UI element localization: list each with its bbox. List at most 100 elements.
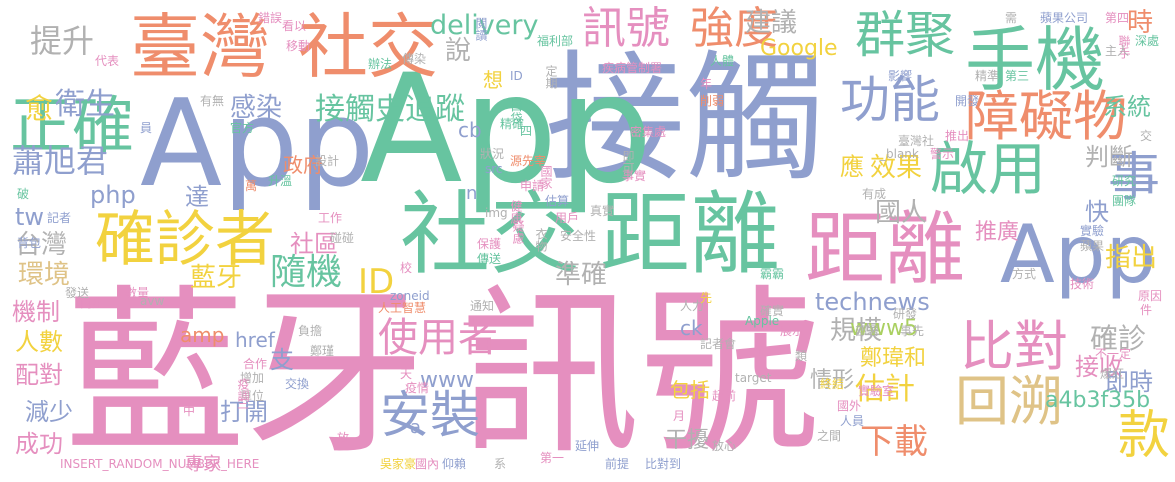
cloud-word: 第一 bbox=[540, 451, 565, 465]
cloud-word: 中 bbox=[183, 404, 196, 418]
cloud-word: 負擔 bbox=[298, 324, 323, 338]
cloud-word: _blank bbox=[880, 147, 919, 161]
cloud-word: Apple bbox=[745, 314, 780, 328]
cloud-word: 確診 bbox=[1090, 322, 1147, 355]
cloud-word: 有無 bbox=[200, 94, 225, 108]
cloud-word: 藍牙 bbox=[65, 270, 426, 479]
cloud-word: avw bbox=[140, 294, 165, 308]
cloud-word: 臺灣 bbox=[130, 6, 270, 88]
cloud-word: Google bbox=[760, 36, 838, 61]
cloud-word: 傳染 bbox=[402, 52, 427, 66]
cloud-word: 感染 bbox=[230, 93, 283, 123]
cloud-word: 看以 bbox=[282, 19, 307, 33]
cloud-word: amp bbox=[180, 323, 225, 347]
cloud-word: 藍牙 bbox=[190, 263, 243, 293]
cloud-word: 手機 bbox=[965, 19, 1105, 101]
cloud-word: 部署 bbox=[855, 324, 880, 338]
cloud-word: 跨 bbox=[758, 344, 771, 358]
cloud-word: 判斷 bbox=[1085, 143, 1133, 171]
cloud-word: 件 bbox=[1140, 303, 1153, 317]
cloud-word: 人工智慧 bbox=[378, 301, 427, 315]
cloud-word: 疾病管制署 bbox=[602, 61, 663, 75]
cloud-word: 福利部 bbox=[537, 34, 574, 48]
cloud-word: 方式 bbox=[1012, 267, 1037, 281]
cloud-word: 規模 bbox=[830, 316, 883, 346]
cloud-word: 主人 bbox=[1105, 44, 1130, 58]
cloud-word: 天 bbox=[400, 367, 413, 381]
cloud-word: 員 bbox=[140, 121, 153, 135]
cloud-word: 吳家豪 bbox=[380, 457, 417, 471]
cloud-word: 距離 bbox=[805, 203, 965, 296]
cloud-word: 延伸 bbox=[575, 439, 600, 453]
cloud-word: 密集處 bbox=[630, 125, 667, 139]
cloud-word: 有成 bbox=[862, 187, 887, 201]
cloud-word: 系統 bbox=[1103, 93, 1151, 121]
cloud-word: 接觸 bbox=[545, 38, 826, 201]
cloud-word: 交換 bbox=[285, 377, 310, 391]
cloud-word: 時 bbox=[1127, 8, 1154, 38]
cloud-word: 蘋果 bbox=[1080, 239, 1105, 253]
cloud-word: 國外 bbox=[837, 399, 862, 413]
cloud-word: 研發 bbox=[893, 307, 918, 321]
cloud-word: 升溫 bbox=[268, 174, 293, 188]
cloud-word: 鄭瑾 bbox=[310, 344, 335, 358]
cloud-word: zoneid bbox=[390, 289, 430, 303]
cloud-word: 類 bbox=[795, 349, 808, 363]
cloud-word: 說 bbox=[445, 36, 472, 66]
cloud-word: technews bbox=[815, 288, 930, 316]
cloud-word: 合作 bbox=[243, 357, 268, 371]
cloud-word: 群聚 bbox=[855, 6, 955, 64]
cloud-word: tw bbox=[15, 203, 45, 231]
cloud-word: 設計 bbox=[315, 154, 340, 168]
cloud-word: ID bbox=[510, 69, 523, 83]
cloud-word: 配對 bbox=[15, 361, 63, 389]
cloud-word: 專家 bbox=[185, 454, 221, 475]
cloud-word: 放 bbox=[337, 431, 350, 445]
cloud-word: php bbox=[90, 181, 136, 209]
cloud-word: 障礙物 bbox=[965, 85, 1127, 148]
cloud-word: 人數 bbox=[15, 328, 63, 356]
cloud-word: 接收 bbox=[1075, 353, 1123, 381]
cloud-word: 月 bbox=[673, 409, 686, 423]
cloud-word: 正確 bbox=[10, 89, 135, 162]
cloud-word: 研究 bbox=[1112, 174, 1137, 188]
cloud-word: 碰碰 bbox=[330, 231, 355, 245]
cloud-word: 官方 bbox=[230, 121, 255, 135]
cloud-word: 需 bbox=[1005, 11, 1018, 25]
cloud-word: 四 bbox=[520, 124, 533, 138]
cloud-word: 霸霸 bbox=[760, 267, 785, 281]
cloud-word: 功能 bbox=[840, 71, 940, 129]
cloud-word: 移動 bbox=[286, 39, 311, 53]
cloud-word: 記者 bbox=[47, 211, 72, 225]
cloud-word: 代表 bbox=[95, 54, 120, 68]
cloud-word: 交 bbox=[1140, 129, 1153, 143]
cloud-word: 台灣 bbox=[15, 230, 68, 260]
cloud-word: 發送 bbox=[65, 286, 90, 300]
cloud-word: 成功 bbox=[15, 430, 63, 458]
cloud-word: 第四 bbox=[1105, 11, 1130, 25]
cloud-word: 記者會 bbox=[700, 337, 737, 351]
cloud-word: ID bbox=[358, 262, 395, 302]
cloud-word: 人力 bbox=[680, 299, 705, 313]
cloud-word: 指出 bbox=[1105, 243, 1158, 273]
cloud-word: 款 bbox=[1118, 406, 1171, 466]
cloud-word: 下載 bbox=[860, 422, 928, 462]
cloud-word: 快 bbox=[1085, 198, 1109, 226]
cloud-word: 用戶 bbox=[555, 211, 580, 225]
cloud-word: 追蹤 bbox=[405, 92, 465, 127]
cloud-word: 確診者 bbox=[95, 205, 275, 275]
cloud-word: 使用者 bbox=[378, 315, 498, 361]
cloud-word: 技術 bbox=[1070, 277, 1095, 291]
cloud-word: 達 bbox=[185, 183, 209, 211]
cloud-word: 準確 bbox=[555, 260, 608, 290]
cloud-word: 精準 bbox=[975, 69, 1000, 83]
cloud-word: 即時 bbox=[1105, 368, 1153, 396]
cloud-word: 情形 bbox=[810, 368, 855, 393]
cloud-word: 系 bbox=[494, 457, 507, 471]
cloud-word: 鄭瑋和 bbox=[860, 346, 927, 371]
cloud-word: 蘋果公司 bbox=[1040, 11, 1089, 25]
cloud-word: 距離 bbox=[600, 182, 780, 287]
cloud-word: 即可 bbox=[621, 150, 635, 174]
cloud-word: 機制 bbox=[12, 298, 60, 326]
cloud-word: 推廣 bbox=[975, 220, 1020, 245]
